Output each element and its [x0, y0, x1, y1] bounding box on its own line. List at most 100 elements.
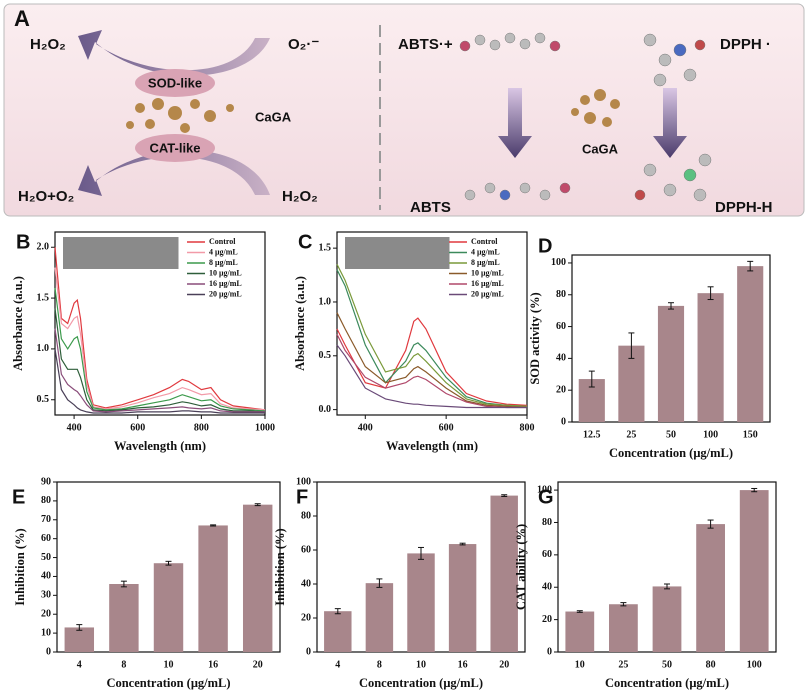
sod-ellipse: [135, 69, 215, 97]
curved-arrow: [78, 149, 270, 196]
x-tick-label: 600: [130, 422, 145, 433]
y-tick-label: 0: [46, 646, 51, 657]
y-tick-label: 0: [561, 416, 566, 427]
legend-label: 16 μg/mL: [209, 279, 242, 288]
y-tick-label: 0: [547, 646, 552, 657]
x-tick-label: 10: [164, 659, 174, 670]
x-tick-label: 20: [253, 659, 263, 670]
spectrum-line: [336, 344, 527, 409]
bar: [565, 611, 595, 652]
panel-label: B: [16, 231, 30, 253]
bar: [609, 604, 638, 652]
label: CaGA: [582, 141, 619, 156]
y-tick-label: 1.0: [37, 343, 50, 354]
error-bar: [376, 578, 383, 588]
error-bar: [254, 503, 261, 507]
y-tick-label: 0.0: [319, 404, 332, 415]
error-bar: [664, 583, 670, 590]
y-tick-label: 40: [301, 578, 311, 589]
y-tick-label: 80: [556, 289, 566, 300]
x-tick-label: 150: [743, 429, 758, 440]
x-tick-label: 16: [208, 659, 218, 670]
error-bar: [620, 602, 627, 607]
y-tick-label: 30: [41, 590, 51, 601]
panel-a: A H₂O₂ O₂·⁻ SOD-like CaGA CAT-like H₂O+O…: [3, 3, 805, 217]
error-bar: [459, 542, 466, 546]
label: H₂O+O₂: [18, 188, 74, 205]
y-axis-label: Inhibition (%): [13, 528, 27, 605]
y-tick-label: 40: [556, 353, 566, 364]
error-bar: [668, 302, 674, 310]
x-tick-label: 100: [703, 429, 718, 440]
y-tick-label: 20: [301, 612, 311, 623]
bar: [696, 524, 725, 652]
x-axis-label: Concentration (μg/mL): [359, 676, 483, 690]
label: ABTS: [410, 199, 451, 216]
bar: [657, 305, 685, 422]
x-tick-label: 400: [67, 422, 82, 433]
bar: [407, 553, 435, 652]
legend-label: Control: [209, 237, 236, 246]
panel-label: C: [298, 231, 312, 253]
chart: G 0 20 40 60 80 100 Concentration (μg/mL) CAT ab…: [514, 481, 777, 690]
bar: [739, 490, 769, 652]
cat-ellipse: [135, 134, 215, 162]
error-bar: [576, 610, 583, 613]
y-tick-label: 20: [542, 614, 552, 625]
bar: [365, 583, 394, 652]
y-tick-label: 100: [551, 257, 566, 268]
error-bar: [628, 332, 635, 359]
x-tick-label: 100: [747, 659, 762, 670]
spectrum-line: [54, 267, 266, 411]
label: H₂O₂: [30, 36, 66, 53]
error-bar: [747, 260, 754, 272]
x-tick-label: 8: [121, 659, 126, 670]
x-tick-label: 4: [335, 659, 340, 670]
x-axis-label: Wavelength (nm): [386, 439, 478, 453]
x-tick-label: 25: [618, 659, 628, 670]
plot-frame: [336, 231, 528, 416]
x-axis-label: Concentration (μg/mL): [106, 676, 230, 690]
bar: [198, 525, 228, 652]
spectrum-line: [54, 348, 265, 414]
label: SOD-like: [148, 75, 202, 90]
x-tick-label: 8: [377, 659, 382, 670]
legend-label: Control: [471, 237, 498, 246]
bar: [737, 266, 764, 422]
x-tick-label: 12.5: [583, 429, 601, 440]
panel-label: D: [538, 235, 552, 257]
y-tick-label: 60: [41, 533, 51, 544]
x-tick-label: 800: [520, 422, 535, 433]
y-tick-label: 0: [306, 646, 311, 657]
x-tick-label: 50: [666, 429, 676, 440]
chart: D 0 20 40 60 80 100 Concentration (μg/mL) SOD ac…: [528, 235, 771, 460]
error-bar: [418, 546, 424, 560]
spectrum-line: [336, 317, 528, 406]
error-bar: [165, 560, 172, 566]
error-bar: [588, 370, 595, 388]
label: H₂O₂: [282, 188, 318, 205]
x-tick-label: 10: [416, 659, 426, 670]
legend-label: 4 μg/mL: [471, 247, 500, 256]
y-tick-label: 10: [41, 627, 51, 638]
x-tick-label: 400: [358, 422, 373, 433]
spectrum-line: [54, 247, 266, 411]
bar: [153, 563, 184, 652]
x-tick-label: 50: [662, 659, 672, 670]
error-bar: [76, 624, 83, 631]
y-tick-label: 40: [41, 571, 51, 582]
legend-label: 20 μg/mL: [209, 289, 242, 298]
label: CaGA: [255, 109, 292, 124]
x-axis-label: Concentration (μg/mL): [609, 446, 733, 460]
panel-a-background: [3, 3, 805, 217]
y-axis-label: SOD activity (%): [528, 292, 542, 384]
legend-label: 20 μg/mL: [471, 289, 504, 298]
chart: B 0.5 1.0 1.5 2.0 Wavelength (nm) Absorbance (…: [11, 231, 275, 453]
x-tick-label: 80: [706, 659, 716, 670]
y-tick-label: 80: [41, 495, 51, 506]
spectrum-line: [336, 312, 528, 409]
spectrum-line: [336, 269, 528, 407]
y-tick-label: 20: [556, 384, 566, 395]
curved-arrow: [78, 30, 270, 76]
